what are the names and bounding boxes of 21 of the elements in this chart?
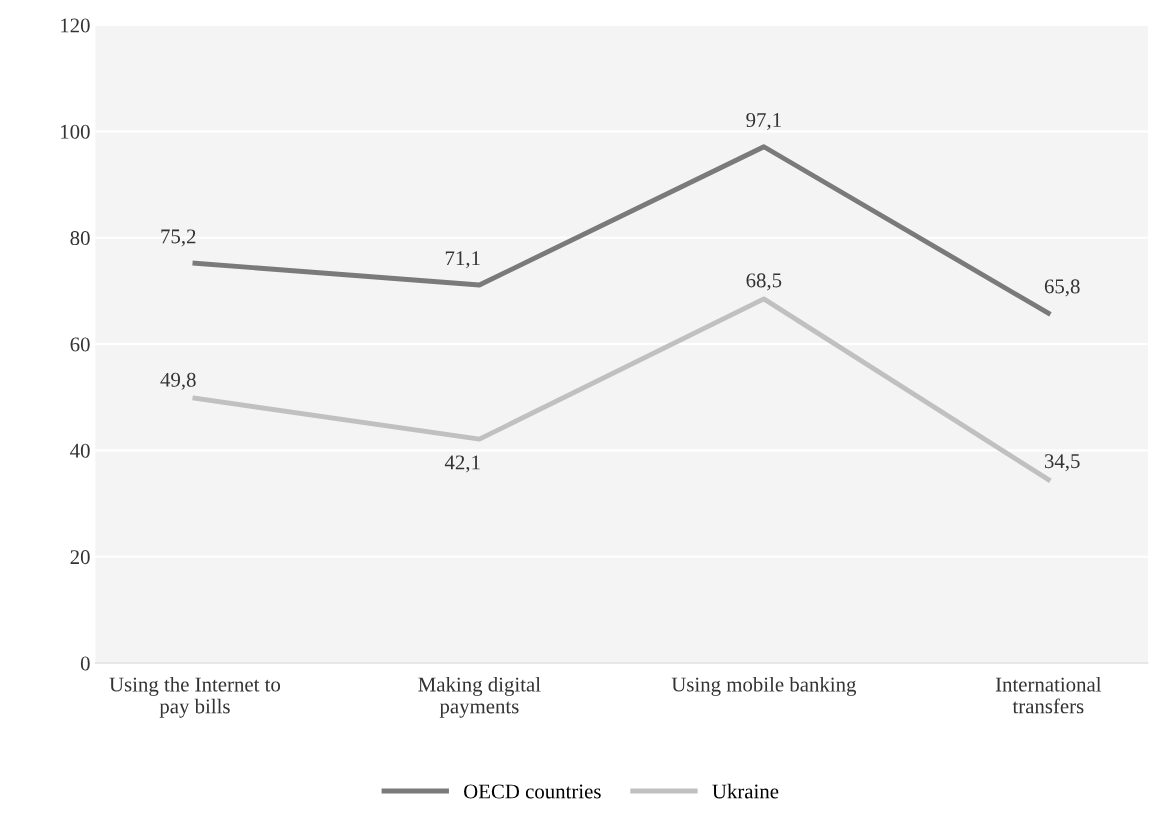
x-tick-label: Using the Internet to pay bills [109, 676, 281, 718]
y-tick-label: 120 [61, 18, 90, 33]
legend-label: OECD countries [464, 784, 601, 799]
data-label: 49,8 [160, 372, 196, 390]
y-tick-label: 20 [70, 550, 90, 565]
data-label: 68,5 [746, 273, 782, 291]
x-tick-label: Using mobile banking [671, 676, 857, 696]
data-label: 97,1 [746, 112, 781, 130]
data-label: 75,2 [161, 229, 196, 247]
x-tick-label: Making digital payments [418, 676, 541, 718]
y-tick-label: 40 [70, 443, 90, 458]
x-tick-label: International transfers [995, 676, 1102, 714]
y-tick-label: 100 [61, 124, 90, 139]
y-tick-label: 0 [80, 656, 90, 671]
data-label: 42,1 [444, 455, 480, 473]
data-label: 71,1 [445, 251, 480, 269]
data-label: 34,5 [1044, 454, 1080, 472]
y-tick-label: 80 [70, 231, 90, 246]
legend-label: Ukraine [712, 783, 779, 799]
data-label: 65,8 [1044, 279, 1080, 297]
y-tick-label: 60 [70, 337, 90, 352]
